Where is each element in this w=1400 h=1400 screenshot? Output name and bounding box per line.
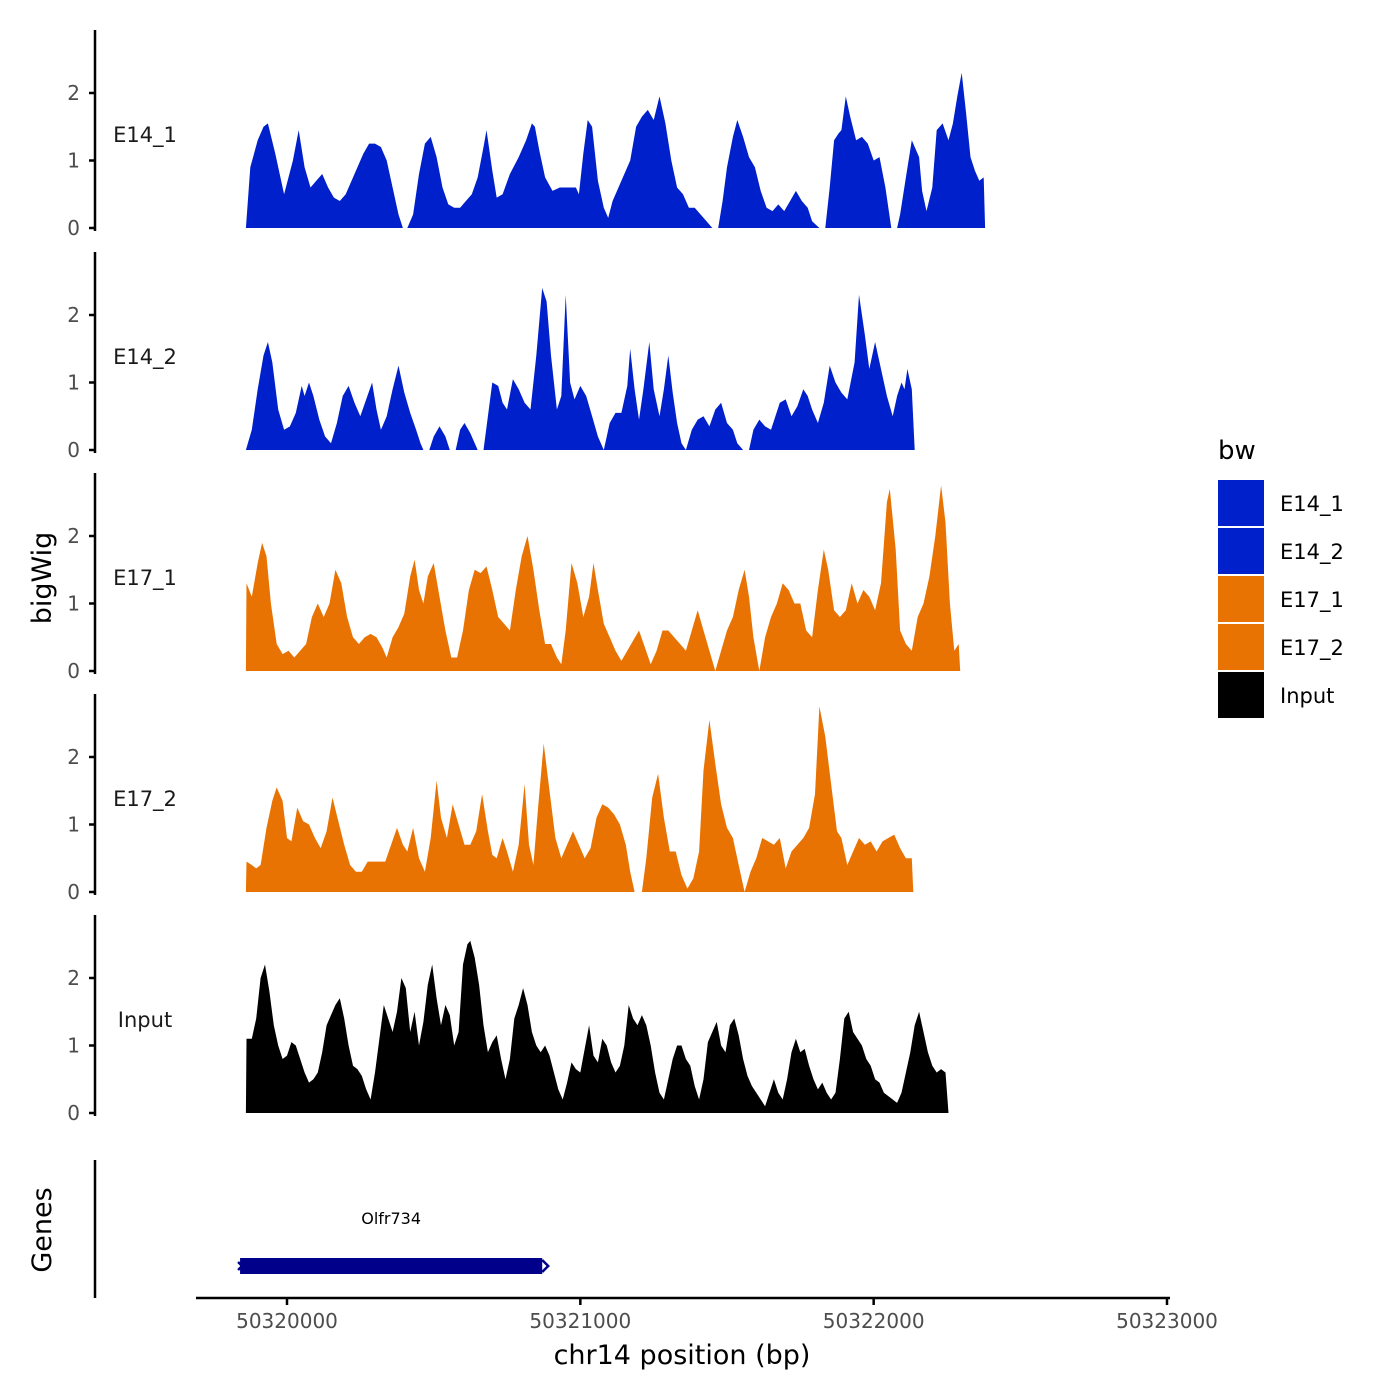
gene-start-arrow-olfr734 <box>237 1261 243 1271</box>
y-tick-label-e17-1-0: 0 <box>67 659 80 683</box>
gene-bar-olfr734 <box>240 1258 543 1274</box>
area-input <box>245 940 949 1113</box>
track-label-e14-2: E14_2 <box>113 345 177 370</box>
legend-swatch-input <box>1218 672 1264 718</box>
y-tick-label-e17-1-2: 2 <box>67 524 80 548</box>
legend-swatch-e14-1 <box>1218 480 1264 526</box>
y-tick-label-e17-1-1: 1 <box>67 592 80 616</box>
x-axis-title: chr14 position (bp) <box>554 1340 811 1371</box>
y-tick-label-e17-2-0: 0 <box>67 880 80 904</box>
legend: bw E14_1 E14_2 E17_1 E17_2 Input <box>1218 436 1344 718</box>
area-e14-2 <box>245 288 915 450</box>
track-e14-2: 0 1 2 E14_2 <box>67 252 915 462</box>
y-tick-label-e17-2-2: 2 <box>67 745 80 769</box>
y-tick-label-e14-1-1: 1 <box>67 149 80 173</box>
track-input: 0 1 2 Input <box>67 915 949 1125</box>
y-tick-label-e14-2-2: 2 <box>67 303 80 327</box>
y-tick-label-input-1: 1 <box>67 1034 80 1058</box>
area-e14-1 <box>245 72 986 228</box>
y-tick-label-input-2: 2 <box>67 966 80 990</box>
track-e17-1: 0 1 2 E17_1 <box>67 473 961 683</box>
y-tick-label-e14-1-2: 2 <box>67 81 80 105</box>
area-e17-2 <box>245 706 914 892</box>
signal-tracks: 0 1 2 E14_1 0 1 2 E14_2 0 1 2 E17_1 0 1 2 E17_2 0 1 2 Input <box>67 30 986 1125</box>
legend-swatch-e17-2 <box>1218 624 1264 670</box>
y-tick-label-e14-1-0: 0 <box>67 216 80 240</box>
track-e17-2: 0 1 2 E17_2 <box>67 694 914 904</box>
legend-swatch-e14-2 <box>1218 528 1264 574</box>
y-axis-title: bigWig <box>27 532 58 625</box>
gene-end-arrow-olfr734 <box>541 1259 550 1273</box>
y-tick-label-input-0: 0 <box>67 1101 80 1125</box>
y-tick-label-e14-2-1: 1 <box>67 371 80 395</box>
genes-track: Genes Olfr734 <box>27 1160 550 1298</box>
legend-title: bw <box>1218 436 1256 466</box>
track-label-e17-2: E17_2 <box>113 787 177 812</box>
x-axis: 50320000 50321000 50322000 50323000 <box>196 1296 1218 1333</box>
area-e17-1 <box>245 485 961 671</box>
x-tick-label-50323000: 50323000 <box>1116 1309 1218 1333</box>
track-label-e14-1: E14_1 <box>113 123 177 148</box>
x-tick-label-50320000: 50320000 <box>236 1309 338 1333</box>
legend-label-e14-1: E14_1 <box>1280 492 1344 517</box>
track-label-input: Input <box>118 1008 172 1032</box>
track-label-e17-1: E17_1 <box>113 566 177 591</box>
legend-label-e17-1: E17_1 <box>1280 588 1344 613</box>
legend-label-e14-2: E14_2 <box>1280 540 1344 565</box>
legend-label-e17-2: E17_2 <box>1280 636 1344 661</box>
genes-track-label: Genes <box>27 1187 58 1272</box>
legend-label-input: Input <box>1280 684 1334 708</box>
legend-swatch-e17-1 <box>1218 576 1264 622</box>
y-tick-label-e14-2-0: 0 <box>67 438 80 462</box>
y-tick-label-e17-2-1: 1 <box>67 813 80 837</box>
track-e14-1: 0 1 2 E14_1 <box>67 30 986 240</box>
x-tick-label-50321000: 50321000 <box>529 1309 631 1333</box>
gene-label-olfr734: Olfr734 <box>361 1209 421 1228</box>
x-tick-label-50322000: 50322000 <box>823 1309 925 1333</box>
